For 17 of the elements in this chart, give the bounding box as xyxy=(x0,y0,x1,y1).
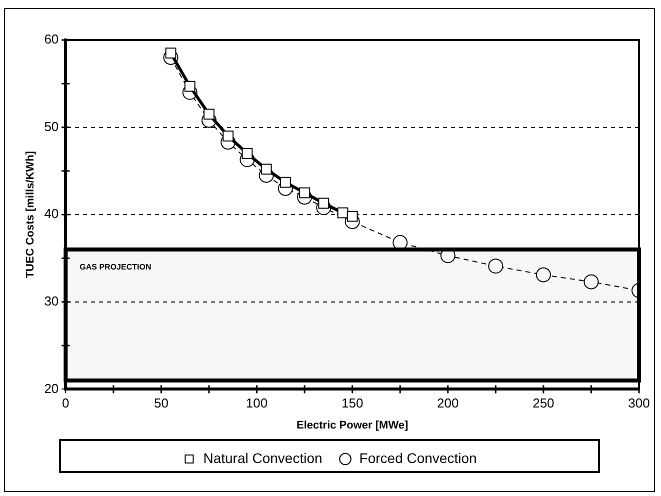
x-tick-label: 0 xyxy=(62,396,70,411)
x-tick-label: 200 xyxy=(437,396,459,411)
band-label: GAS PROJECTION xyxy=(80,262,152,272)
y-tick-label: 20 xyxy=(44,380,59,396)
x-tick-label: 300 xyxy=(628,396,650,411)
y-tick-label: 40 xyxy=(44,206,59,222)
x-axis-title: Electric Power [MWe] xyxy=(296,419,408,432)
y-tick-label: 30 xyxy=(44,293,59,308)
x-tick-label: 150 xyxy=(341,396,364,411)
x-tick-label: 50 xyxy=(154,396,168,411)
legend-label: Forced Convection xyxy=(359,450,477,466)
x-tick-label: 100 xyxy=(246,396,268,411)
y-tick-label: 50 xyxy=(44,118,59,134)
y-axis-title: TUEC Costs [mills/KWh] xyxy=(24,150,37,278)
y-tick-label: 60 xyxy=(44,32,59,47)
legend-label: Natural Convection xyxy=(203,450,322,466)
x-tick-label: 250 xyxy=(532,396,554,411)
